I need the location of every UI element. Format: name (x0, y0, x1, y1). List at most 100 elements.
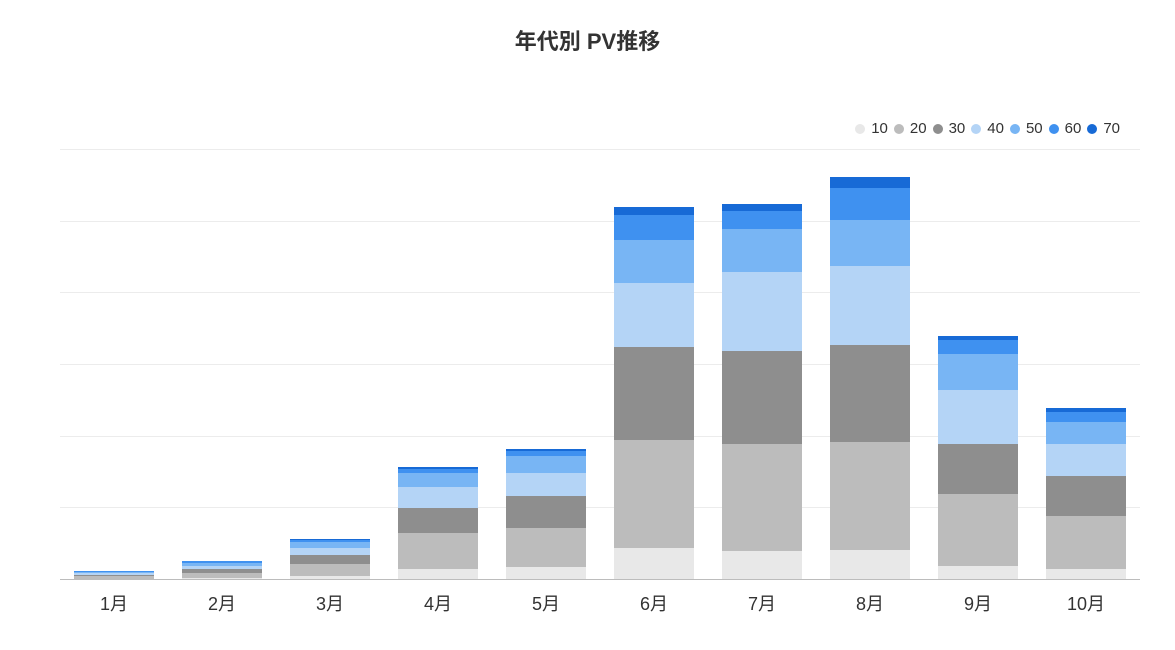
x-axis-label: 3月 (276, 590, 384, 616)
bar-column (60, 150, 168, 580)
bars-group (60, 150, 1140, 580)
bar-segment-40 (830, 266, 910, 345)
bar-segment-10 (938, 566, 1018, 580)
bar-segment-20 (398, 533, 478, 569)
legend-dot-icon (1087, 124, 1097, 134)
x-axis-label: 6月 (600, 590, 708, 616)
bar-stack (614, 207, 694, 580)
bar-segment-30 (830, 345, 910, 442)
legend-label: 30 (949, 120, 966, 137)
legend-dot-icon (855, 124, 865, 134)
legend-dot-icon (933, 124, 943, 134)
legend-item-50: 50 (1010, 120, 1043, 137)
legend-item-70: 70 (1087, 120, 1120, 137)
bar-stack (1046, 408, 1126, 580)
x-axis-label: 7月 (708, 590, 816, 616)
bar-segment-60 (830, 188, 910, 220)
bar-segment-20 (1046, 516, 1126, 570)
bar-column (384, 150, 492, 580)
chart-container: 年代別 PV推移 10 20 30 40 50 60 70 1月2月3月4月5月6月7月8月… (0, 0, 1175, 650)
bar-segment-40 (1046, 444, 1126, 476)
bar-segment-60 (722, 211, 802, 229)
legend-label: 50 (1026, 120, 1043, 137)
bar-segment-40 (398, 487, 478, 509)
x-axis-line (60, 579, 1140, 580)
x-axis-label: 8月 (816, 590, 924, 616)
bar-segment-30 (938, 444, 1018, 494)
bar-column (492, 150, 600, 580)
bar-segment-60 (1046, 412, 1126, 423)
bar-stack (938, 336, 1018, 580)
bar-stack (722, 204, 802, 580)
bar-segment-40 (722, 272, 802, 351)
bar-column (168, 150, 276, 580)
bar-segment-50 (722, 229, 802, 272)
bar-segment-20 (722, 444, 802, 552)
bar-stack (182, 561, 262, 580)
bar-segment-30 (1046, 476, 1126, 515)
bar-segment-60 (938, 340, 1018, 354)
bar-segment-20 (614, 440, 694, 548)
x-axis-label: 4月 (384, 590, 492, 616)
legend-item-10: 10 (855, 120, 888, 137)
bar-segment-70 (614, 207, 694, 214)
bar-segment-60 (614, 215, 694, 240)
legend-label: 70 (1103, 120, 1120, 137)
bar-segment-50 (1046, 422, 1126, 444)
bar-segment-70 (830, 177, 910, 188)
bar-segment-20 (938, 494, 1018, 566)
bar-segment-40 (938, 390, 1018, 444)
legend-label: 60 (1065, 120, 1082, 137)
chart-title: 年代別 PV推移 (0, 24, 1175, 56)
plot-area (60, 150, 1140, 580)
bar-column (276, 150, 384, 580)
bar-segment-40 (614, 283, 694, 348)
bar-segment-50 (614, 240, 694, 283)
x-axis-label: 2月 (168, 590, 276, 616)
bar-column (924, 150, 1032, 580)
x-axis-label: 9月 (924, 590, 1032, 616)
legend-item-60: 60 (1049, 120, 1082, 137)
x-axis-label: 10月 (1032, 590, 1140, 616)
bar-segment-10 (614, 548, 694, 580)
legend: 10 20 30 40 50 60 70 (855, 120, 1120, 137)
bar-segment-20 (290, 564, 370, 577)
bar-segment-30 (398, 508, 478, 533)
bar-segment-20 (506, 528, 586, 567)
bar-stack (506, 449, 586, 580)
bar-segment-30 (614, 347, 694, 440)
legend-dot-icon (1049, 124, 1059, 134)
bar-stack (290, 539, 370, 580)
bar-column (816, 150, 924, 580)
bar-segment-40 (506, 473, 586, 496)
bar-segment-50 (398, 473, 478, 487)
legend-item-40: 40 (971, 120, 1004, 137)
bar-column (600, 150, 708, 580)
legend-label: 40 (987, 120, 1004, 137)
legend-label: 20 (910, 120, 927, 137)
bar-segment-10 (722, 551, 802, 580)
x-axis-label: 1月 (60, 590, 168, 616)
bar-column (1032, 150, 1140, 580)
bar-segment-70 (722, 204, 802, 211)
bar-segment-50 (506, 456, 586, 472)
legend-dot-icon (1010, 124, 1020, 134)
bar-stack (398, 467, 478, 580)
legend-item-30: 30 (933, 120, 966, 137)
bar-segment-30 (506, 496, 586, 528)
bar-column (708, 150, 816, 580)
bar-stack (830, 177, 910, 580)
bar-segment-50 (938, 354, 1018, 390)
legend-dot-icon (971, 124, 981, 134)
legend-item-20: 20 (894, 120, 927, 137)
x-axis-labels: 1月2月3月4月5月6月7月8月9月10月 (60, 590, 1140, 616)
legend-label: 10 (871, 120, 888, 137)
x-axis-label: 5月 (492, 590, 600, 616)
bar-segment-50 (830, 220, 910, 267)
bar-segment-30 (290, 555, 370, 564)
bar-segment-30 (722, 351, 802, 444)
legend-dot-icon (894, 124, 904, 134)
bar-segment-10 (830, 550, 910, 580)
bar-segment-40 (290, 548, 370, 555)
bar-segment-20 (830, 442, 910, 550)
